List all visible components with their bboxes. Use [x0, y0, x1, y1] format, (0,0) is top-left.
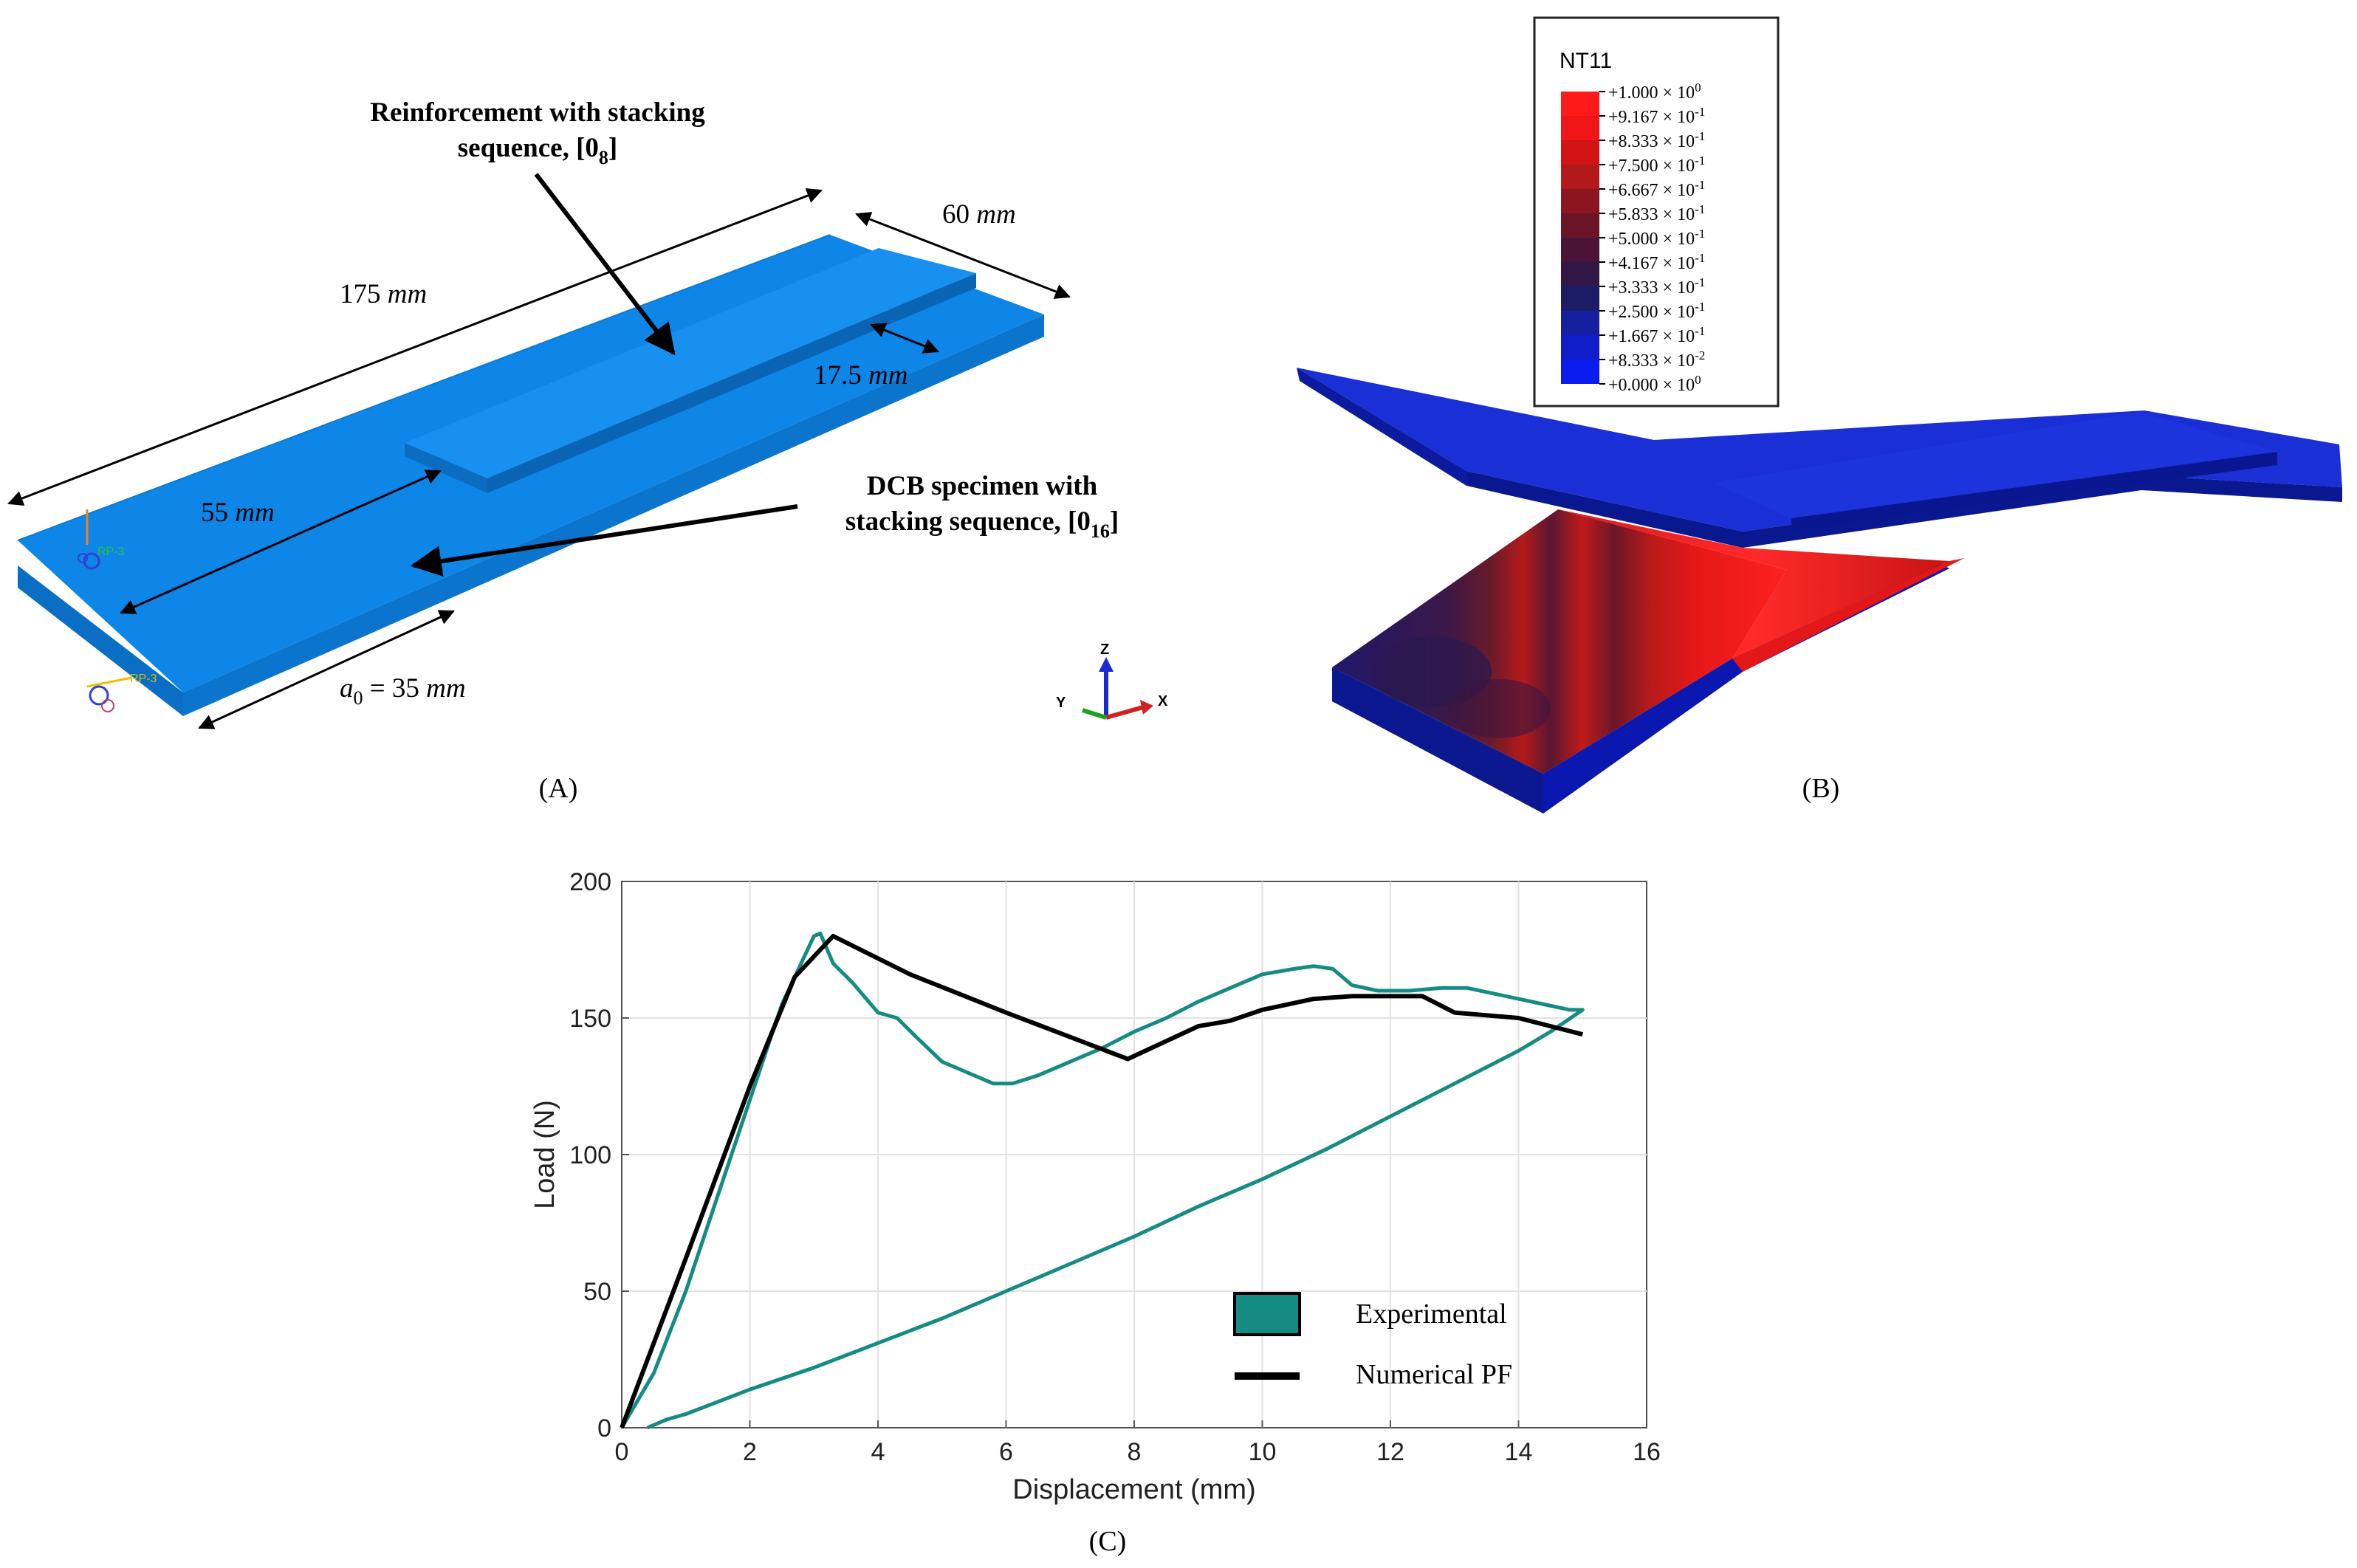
legend-value: +2.500 × 10-1	[1608, 300, 1705, 322]
x-tick-label: 12	[1376, 1438, 1404, 1466]
legend-value: +3.333 × 10-1	[1608, 275, 1705, 298]
legend-swatch	[1561, 140, 1599, 165]
x-tick-label: 8	[1128, 1438, 1142, 1466]
panel-a-specimen-geometry: Reinforcement with stacking sequence, [0…	[7, 97, 1119, 804]
axis-z-label: Z	[1100, 642, 1109, 658]
y-tick-label: 50	[583, 1278, 611, 1306]
x-tick-labels: 0 2 4 6 8 10 12 14 16	[615, 1438, 1661, 1466]
legend-value: +7.500 × 10-1	[1608, 154, 1705, 176]
x-tick-label: 0	[615, 1438, 629, 1466]
legend-value: +5.833 × 10-1	[1608, 202, 1705, 224]
y-tick-label: 100	[569, 1141, 611, 1169]
top-arm-end	[1297, 368, 1466, 486]
legend-swatch	[1561, 311, 1599, 335]
svg-text:RP-3: RP-3	[130, 673, 157, 685]
dcb-pointer-arrow	[410, 504, 798, 577]
dimension-175-label: 175 mm	[340, 279, 427, 309]
y-axis-label: Load (N)	[529, 1100, 560, 1209]
dcb-label-line1: DCB specimen with	[867, 471, 1098, 501]
top-arm-reinforcement-side	[1791, 452, 2277, 532]
y-tick-label: 200	[569, 868, 611, 896]
dimension-17-5-label: 17.5 mm	[814, 360, 908, 391]
x-tick-label: 16	[1633, 1438, 1661, 1466]
dimension-17-5-arrow	[870, 323, 939, 354]
legend-swatch	[1561, 262, 1599, 286]
dimension-60-label: 60 mm	[942, 199, 1016, 230]
bottom-arm-top-face	[1332, 509, 1787, 774]
crack-front-face	[1732, 558, 1964, 672]
legend-experimental-swatch	[1233, 1292, 1301, 1336]
dimension-a0-arrow	[198, 610, 455, 729]
x-tick-label: 14	[1505, 1438, 1533, 1466]
legend-swatches	[1561, 91, 1605, 385]
reference-point-bottom-icon: RP-3	[86, 673, 157, 712]
top-arm-top-face	[1297, 368, 2342, 532]
panel-c-load-displacement-chart: 0 2 4 6 8 10 12 14 16 0 50 100 150 200 Displacement …	[529, 868, 1661, 1557]
reinforcement-pointer-arrow	[534, 173, 676, 356]
legend-swatch	[1561, 286, 1599, 311]
bottom-arm-mottle	[1447, 679, 1551, 738]
dimension-55-label: 55 mm	[201, 498, 275, 528]
legend-value: +5.000 × 10-1	[1608, 227, 1705, 249]
svg-text:RP-3: RP-3	[97, 546, 125, 558]
x-tick-label: 4	[871, 1438, 885, 1466]
legend-value: +9.167 × 10-1	[1608, 105, 1705, 127]
x-tick-label: 10	[1249, 1438, 1277, 1466]
legend-numerical-label: Numerical PF	[1356, 1359, 1512, 1390]
legend-value: +6.667 × 10-1	[1608, 178, 1705, 200]
legend-value: +4.167 × 10-1	[1608, 251, 1705, 273]
crack-opening-face	[1558, 509, 1949, 659]
axis-y-label: Y	[1056, 695, 1066, 711]
dimension-55-arrow	[120, 470, 442, 614]
legend-value: +1.000 × 100	[1608, 80, 1701, 103]
legend-swatch	[1561, 116, 1599, 140]
legend-swatch	[1561, 189, 1599, 213]
top-arm-reinforcement	[1713, 412, 2277, 518]
legend-swatch	[1561, 238, 1599, 262]
panel-b-phase-field-result: NT11 +1.000 × 100+9.167 × 10-1+8.333 × 1…	[1297, 16, 2342, 814]
specimen-front-face	[18, 565, 183, 716]
legend-value: +0.000 × 100	[1608, 373, 1701, 395]
y-tick-label: 0	[597, 1414, 611, 1443]
legend-experimental-label: Experimental	[1356, 1299, 1507, 1330]
bottom-arm-front-edge	[1332, 667, 1543, 814]
legend-labels: +1.000 × 100+9.167 × 10-1+8.333 × 10-1 +7…	[1608, 80, 1705, 395]
caption-c: (C)	[1089, 1526, 1127, 1557]
caption-b: (B)	[1802, 773, 1840, 804]
dimension-175-arrow	[7, 188, 823, 506]
series-lines	[620, 931, 1585, 1430]
legend-swatch	[1561, 213, 1599, 238]
a0-label: a0 = 35 mm	[340, 673, 466, 709]
numerical-pf-series-line	[620, 934, 1584, 1429]
legend-swatch	[1561, 335, 1599, 360]
legend-swatch	[1561, 165, 1599, 189]
axis-x-label: X	[1158, 693, 1168, 709]
legend-swatch	[1561, 92, 1599, 116]
reinforcement-label-line1: Reinforcement with stacking	[370, 97, 705, 128]
y-tick-labels: 0 50 100 150 200	[569, 868, 611, 1443]
dcb-label-line2: stacking sequence, [016]	[845, 506, 1119, 542]
legend-value: +8.333 × 10-1	[1608, 129, 1705, 151]
reference-point-top-icon: RP-3	[78, 509, 125, 570]
x-tick-label: 2	[743, 1438, 757, 1466]
reinforcement-label-line2: sequence, [08]	[458, 133, 617, 168]
x-axis-label: Displacement (mm)	[1012, 1474, 1255, 1505]
y-tick-label: 150	[569, 1005, 611, 1033]
experimental-series-line	[620, 931, 1585, 1430]
legend-title: NT11	[1560, 49, 1612, 73]
legend-value: +8.333 × 10-2	[1608, 348, 1705, 371]
legend-value: +1.667 × 10-1	[1608, 324, 1705, 346]
legend-swatch	[1561, 360, 1599, 384]
axis-triad: Z Y X	[1056, 642, 1168, 720]
x-tick-label: 6	[999, 1438, 1013, 1466]
dimension-60-arrow	[855, 212, 1071, 299]
caption-a: (A)	[539, 773, 578, 804]
